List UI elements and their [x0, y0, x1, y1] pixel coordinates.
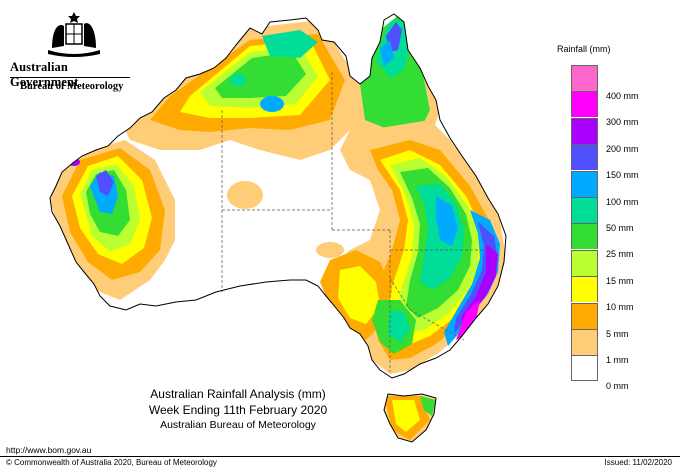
- legend-swatch: [571, 302, 598, 329]
- legend-label: 100 mm: [606, 196, 639, 207]
- legend-label: 15 mm: [606, 275, 634, 286]
- legend-swatch: [571, 329, 598, 355]
- legend-swatch: [571, 249, 598, 276]
- issued-date: Issued: 11/02/2020: [604, 458, 672, 467]
- legend-swatch: [571, 355, 598, 382]
- caption-title: Australian Rainfall Analysis (mm): [150, 387, 326, 401]
- legend-label: 300 mm: [606, 117, 639, 128]
- australia-rainfall-map: [49, 13, 507, 443]
- legend-label: 25 mm: [606, 249, 634, 260]
- copyright-notice: © Commonwealth of Australia 2020, Bureau…: [6, 458, 217, 467]
- legend-label: 50 mm: [606, 223, 634, 233]
- header-divider: [10, 77, 130, 78]
- legend-swatch: [571, 144, 598, 171]
- legend-swatch: [571, 170, 598, 197]
- caption-source: Australian Bureau of Meteorology: [160, 419, 316, 431]
- map-caption: Australian Rainfall Analysis (mm) Week E…: [118, 386, 358, 432]
- legend-swatch: [571, 117, 598, 144]
- legend-label: 150 mm: [606, 170, 639, 181]
- legend-label: 10 mm: [606, 302, 634, 313]
- legend-swatch: [571, 91, 598, 118]
- legend-swatch: [571, 197, 598, 223]
- legend-label: 200 mm: [606, 143, 639, 154]
- website-link[interactable]: http://www.bom.gov.au: [6, 445, 92, 455]
- legend-swatch: [571, 65, 598, 91]
- legend-label: 400 mm: [606, 91, 639, 101]
- coat-of-arms-icon: [44, 10, 104, 60]
- rainfall-shading: [50, 14, 506, 374]
- legend-label: 5 mm: [606, 328, 629, 339]
- tasmania: [383, 393, 437, 443]
- legend-swatch: [571, 276, 598, 303]
- caption-period: Week Ending 11th February 2020: [148, 403, 328, 417]
- legend-title: Rainfall (mm): [557, 44, 611, 54]
- legend-label: 1 mm: [606, 355, 629, 365]
- legend-swatch: [571, 223, 598, 250]
- government-title: Australian Government: [10, 60, 79, 89]
- state-borders: [221, 72, 492, 372]
- bureau-title: Bureau of Meteorology: [20, 81, 124, 92]
- legend-label: 0 mm: [606, 381, 629, 392]
- footer-divider: [0, 456, 680, 457]
